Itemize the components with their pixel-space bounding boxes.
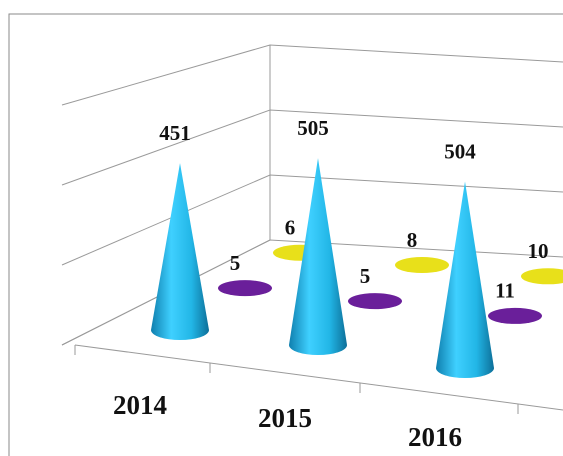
data-label: 10 [528, 239, 549, 263]
x-tick-label: 2014 [113, 390, 167, 420]
data-label: 505 [297, 116, 329, 140]
cone [395, 257, 449, 274]
data-label: 451 [159, 121, 191, 145]
cone [289, 158, 347, 355]
cone [521, 268, 563, 285]
cone [151, 163, 209, 340]
floor-front-edge [74, 344, 563, 411]
data-label: 5 [230, 251, 241, 275]
data-label: 8 [407, 228, 418, 252]
walls [74, 344, 563, 411]
x-tick-label: 2016 [408, 422, 462, 452]
x-tick-label: 2015 [258, 403, 312, 433]
cone [218, 280, 272, 297]
data-label: 11 [495, 279, 515, 303]
data-label: 5 [360, 264, 371, 288]
cone [436, 181, 494, 378]
cone [488, 307, 542, 324]
data-label: 6 [285, 216, 296, 240]
cone [348, 293, 402, 310]
data-label: 504 [444, 139, 476, 163]
